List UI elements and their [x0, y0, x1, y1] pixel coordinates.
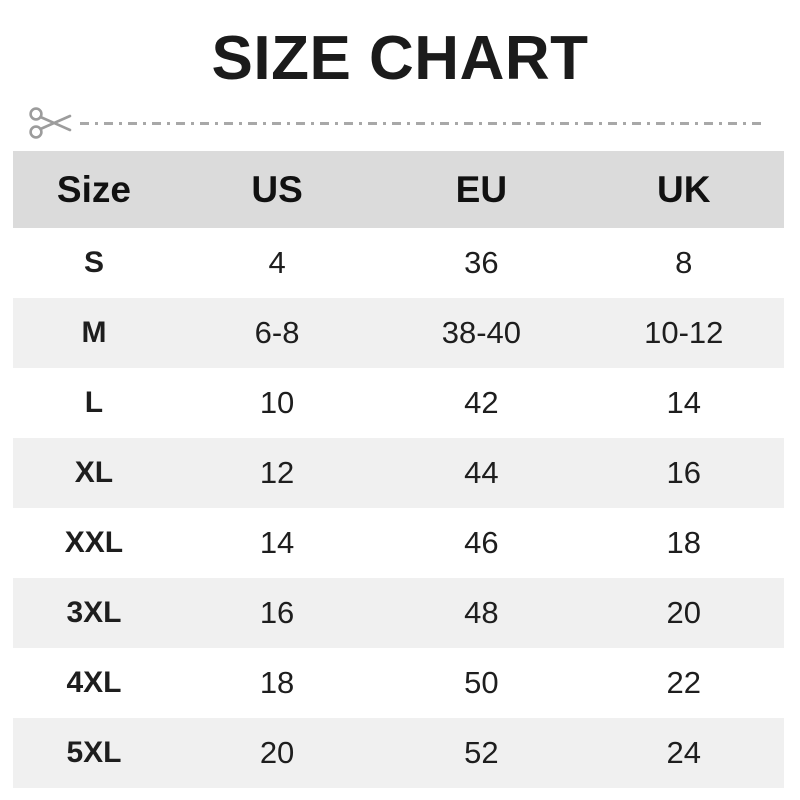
uk-value: 22: [666, 665, 701, 701]
size-label: 5XL: [66, 736, 122, 770]
us-value: 12: [259, 455, 295, 491]
page-title: SIZE CHART: [211, 24, 589, 93]
uk-value: 20: [666, 595, 701, 631]
dashed-cut-line: [80, 121, 766, 125]
eu-value: 42: [464, 385, 499, 421]
uk-value: 18: [666, 525, 701, 561]
size-label: XXL: [64, 526, 124, 560]
uk-value: 16: [666, 455, 701, 491]
size-label: 4XL: [66, 666, 122, 700]
uk-value: 10-12: [644, 315, 724, 351]
table-header-row: Size US EU UK: [13, 151, 784, 229]
us-value: 18: [259, 665, 295, 701]
size-chart-table: Size US EU UK S 4 36 8 M 6-8 38-40 10-12…: [13, 151, 784, 789]
eu-value: 50: [464, 665, 499, 701]
us-value: 4: [268, 245, 286, 281]
us-value: 6-8: [254, 315, 300, 351]
scissors-icon: [29, 107, 72, 139]
table-row: 5XL 20 52 24: [13, 718, 784, 789]
table-row: 3XL 16 48 20: [13, 578, 784, 649]
column-header-us: US: [251, 168, 303, 210]
cut-line: [28, 101, 766, 145]
column-header-eu: EU: [455, 168, 508, 210]
size-label: L: [84, 386, 104, 420]
eu-value: 52: [464, 735, 499, 771]
size-label: S: [83, 246, 104, 280]
us-value: 14: [259, 525, 295, 561]
table-row: 4XL 18 50 22: [13, 648, 784, 719]
size-label: 3XL: [66, 596, 122, 630]
us-value: 16: [259, 595, 295, 631]
table-row: XXL 14 46 18: [13, 508, 784, 579]
us-value: 10: [259, 385, 295, 421]
uk-value: 8: [675, 245, 693, 281]
table-row: L 10 42 14: [13, 368, 784, 439]
uk-value: 14: [666, 385, 701, 421]
eu-value: 46: [464, 525, 499, 561]
table-row: M 6-8 38-40 10-12: [13, 298, 784, 369]
column-header-size: Size: [56, 168, 131, 210]
table-row: S 4 36 8: [13, 228, 784, 299]
size-label: XL: [74, 456, 114, 490]
table-row: XL 12 44 16: [13, 438, 784, 509]
column-header-uk: UK: [657, 168, 711, 210]
eu-value: 38-40: [441, 315, 522, 351]
eu-value: 44: [464, 455, 499, 491]
us-value: 20: [259, 735, 295, 771]
uk-value: 24: [666, 735, 701, 771]
eu-value: 48: [464, 595, 499, 631]
eu-value: 36: [464, 245, 499, 281]
size-label: M: [81, 316, 107, 350]
